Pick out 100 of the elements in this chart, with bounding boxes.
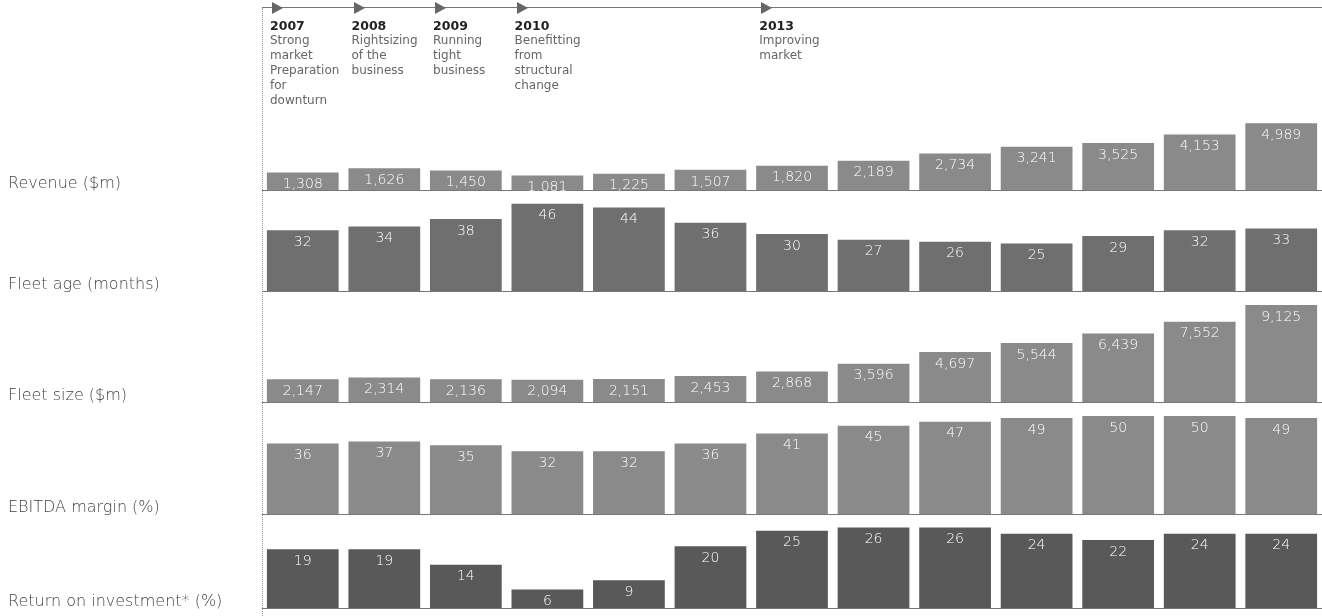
- bar: [266, 549, 339, 608]
- y-axis-title: Return on investment* (%): [8, 591, 223, 611]
- bar: [1000, 533, 1073, 608]
- bar: [593, 451, 665, 514]
- data-label: 27: [864, 242, 883, 259]
- data-label: 6: [542, 592, 552, 609]
- bar: [429, 564, 502, 608]
- data-label: 36: [701, 225, 720, 242]
- data-label: 26: [946, 530, 964, 547]
- data-label: 3,596: [853, 366, 894, 383]
- y-axis-title: Fleet age (months): [8, 274, 160, 294]
- data-label: 6,439: [1098, 336, 1139, 353]
- bar: [1082, 142, 1155, 190]
- data-label: 2,147: [282, 381, 323, 398]
- data-label: 7,552: [1179, 324, 1220, 341]
- bar: [266, 379, 339, 402]
- bar: [1245, 417, 1318, 514]
- data-label: 41: [783, 436, 801, 453]
- data-label: 30: [783, 236, 801, 253]
- data-label: 24: [1027, 536, 1046, 553]
- bar: [348, 549, 421, 608]
- y-axis-title: EBITDA margin (%): [8, 497, 160, 517]
- data-label: 35: [456, 448, 475, 465]
- bar: [1000, 343, 1073, 402]
- bar: [266, 443, 339, 514]
- bar: [1000, 417, 1073, 514]
- bar: [674, 443, 747, 514]
- data-label: 1,308: [282, 175, 323, 192]
- data-label: 38: [456, 221, 475, 238]
- data-label: 1,081: [527, 178, 568, 195]
- bar: [837, 160, 910, 190]
- y-axis-title: Revenue ($m): [8, 173, 122, 193]
- bar: [1082, 415, 1155, 514]
- data-label: 4,153: [1179, 137, 1220, 154]
- bar: [1082, 333, 1155, 402]
- bar: [1163, 415, 1236, 514]
- data-label: 3,525: [1098, 145, 1139, 162]
- data-label: 22: [1109, 542, 1128, 559]
- text: 2009 Running tight business: [433, 18, 487, 77]
- data-label: 19: [375, 551, 394, 568]
- data-label: 9: [624, 582, 634, 599]
- data-label: 26: [946, 244, 964, 261]
- data-label: 3,241: [1016, 149, 1057, 166]
- data-label: 2,868: [771, 374, 813, 391]
- data-label: 2,189: [853, 163, 894, 180]
- text: 2008 Rightsizing of the business: [351, 18, 419, 77]
- data-label: 50: [1109, 418, 1128, 435]
- data-label: 29: [1109, 238, 1128, 255]
- data-label: 45: [864, 428, 883, 445]
- data-label: 25: [783, 533, 801, 550]
- bar: [429, 379, 502, 402]
- bar: [756, 530, 828, 608]
- data-label: 2,136: [445, 381, 486, 398]
- bar: [756, 433, 828, 514]
- bar: [1245, 533, 1318, 608]
- bar: [348, 168, 421, 190]
- data-label: 19: [293, 551, 312, 568]
- bar: [919, 421, 991, 514]
- bar: [919, 527, 991, 608]
- bar: [1245, 304, 1318, 402]
- data-label: 24: [1190, 536, 1209, 553]
- bar: [1082, 539, 1155, 608]
- bar: [348, 377, 421, 402]
- data-label: 26: [864, 530, 883, 547]
- bar: [1163, 134, 1236, 190]
- bar: [756, 371, 828, 402]
- bar: [1000, 146, 1073, 190]
- data-label: 9,125: [1261, 307, 1302, 324]
- bar: [756, 165, 828, 190]
- bar: [837, 363, 910, 402]
- data-label: 4,989: [1261, 125, 1302, 142]
- data-label: 5,544: [1016, 345, 1057, 362]
- bar: [674, 375, 747, 402]
- data-label: 37: [375, 444, 394, 461]
- data-label: 14: [456, 567, 475, 584]
- data-label: 1,450: [445, 173, 486, 190]
- data-label: 2,453: [690, 378, 731, 395]
- data-label: 50: [1190, 418, 1209, 435]
- bar: [837, 527, 910, 608]
- data-label: 46: [538, 206, 557, 223]
- data-label: 36: [293, 446, 312, 463]
- bar: [1163, 321, 1236, 402]
- data-label: 32: [620, 453, 638, 470]
- bar: [674, 546, 747, 608]
- data-label: 47: [946, 424, 964, 441]
- data-label: 32: [293, 232, 312, 249]
- data-label: 24: [1272, 536, 1291, 553]
- data-label: 32: [538, 453, 557, 470]
- data-label: 33: [1272, 231, 1291, 248]
- data-label: 49: [1272, 420, 1291, 437]
- text: 2013 Improving market: [759, 18, 821, 62]
- text: 2010 Benefitting from structural change: [514, 18, 582, 92]
- data-label: 34: [375, 229, 394, 246]
- data-label: 1,820: [771, 168, 813, 185]
- bar: [919, 153, 991, 190]
- data-label: 20: [701, 548, 720, 565]
- data-label: 2,734: [935, 156, 976, 173]
- bar: [919, 352, 991, 402]
- data-label: 2,151: [608, 381, 649, 398]
- data-label: 36: [701, 446, 720, 463]
